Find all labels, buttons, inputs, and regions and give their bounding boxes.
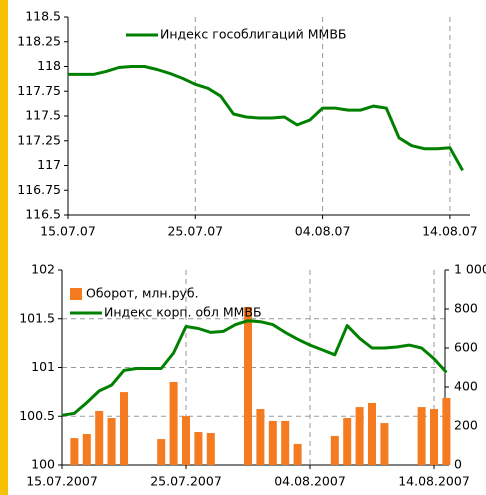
bar	[169, 381, 178, 465]
y-tick-label: 117.5	[25, 108, 61, 123]
bar	[107, 418, 116, 465]
x-tick-label: 04.08.07	[295, 224, 351, 239]
y-tick-label: 101.5	[19, 310, 55, 325]
bar	[442, 397, 451, 465]
legend-label: Индекс корп. обл ММВБ	[104, 305, 262, 320]
x-tick-label: 25.07.07	[167, 224, 223, 239]
legend-label: Оборот, млн.руб.	[86, 286, 199, 301]
bar	[70, 438, 79, 465]
y-tick-label: 118.25	[17, 33, 61, 48]
y2-tick-label: 600	[454, 340, 478, 355]
y-tick-label: 116.5	[25, 207, 61, 222]
y2-tick-label: 0	[454, 457, 462, 472]
y2-tick-label: 400	[454, 379, 478, 394]
side-strip	[0, 0, 8, 495]
y-tick-label: 117.75	[17, 83, 61, 98]
legend-label: Индекс гособлигаций ММВБ	[160, 27, 347, 42]
y-tick-label: 100	[31, 457, 55, 472]
bar	[256, 409, 265, 465]
bar	[120, 392, 128, 465]
bar	[95, 410, 104, 465]
line-series	[68, 65, 464, 172]
bar	[182, 416, 190, 465]
y2-tick-label: 200	[454, 418, 478, 433]
x-tick-label: 15.07.2007	[26, 474, 98, 489]
x-tick-label: 04.08.2007	[274, 474, 346, 489]
legend-swatch	[70, 288, 82, 300]
bar	[293, 443, 302, 465]
y-tick-label: 117.25	[17, 132, 61, 147]
bar	[194, 432, 203, 465]
y-tick-label: 102	[31, 262, 55, 277]
line-series	[61, 319, 448, 417]
y2-tick-label: 800	[454, 301, 478, 316]
y-tick-label: 117	[37, 157, 61, 172]
x-tick-label: 15.07.07	[40, 224, 96, 239]
bar	[157, 439, 166, 465]
x-tick-label: 25.07.2007	[150, 474, 222, 489]
y-tick-label: 116.75	[17, 182, 61, 197]
bar	[368, 402, 376, 465]
bar	[417, 407, 426, 465]
y2-tick-label: 1 000	[454, 262, 486, 277]
bar	[244, 307, 252, 465]
bar	[281, 420, 290, 465]
y-tick-label: 100.5	[19, 408, 55, 423]
bar	[82, 433, 91, 465]
y-tick-label: 118.5	[25, 9, 61, 24]
bar	[268, 420, 277, 465]
bar	[380, 423, 389, 465]
bar	[330, 435, 339, 465]
y-tick-label: 118	[37, 58, 61, 73]
bar	[343, 418, 352, 465]
y-tick-label: 101	[31, 359, 55, 374]
bar	[430, 409, 438, 465]
x-tick-label: 14.08.07	[422, 224, 478, 239]
bar	[206, 433, 215, 465]
x-tick-label: 14.08.2007	[398, 474, 470, 489]
bar	[355, 407, 364, 465]
